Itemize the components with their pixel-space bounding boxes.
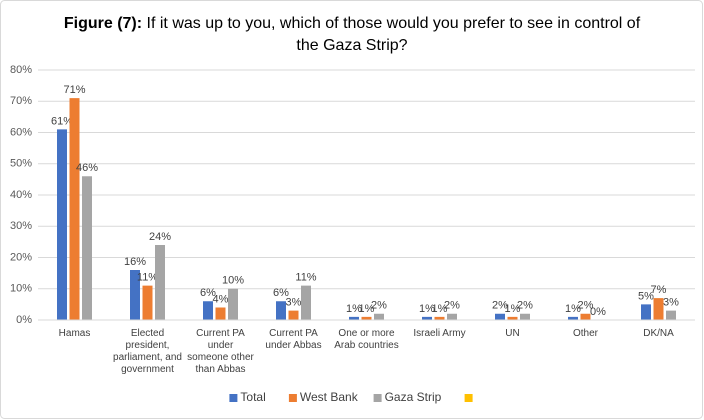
bar (203, 301, 213, 320)
bar (142, 285, 153, 320)
bar (422, 316, 432, 320)
y-tick-label: 0% (16, 314, 32, 326)
x-tick-label-box: UN (505, 328, 520, 339)
bar (520, 313, 530, 320)
x-tick-label-box: Current PA under Abbas (265, 328, 322, 351)
data-label: 1% (432, 303, 448, 315)
legend-swatch (229, 394, 238, 402)
bar (301, 285, 311, 320)
bar (374, 313, 384, 320)
y-tick-label: 60% (10, 126, 32, 138)
y-tick-label: 80% (10, 64, 32, 76)
x-tick-label: Israeli Army (413, 328, 466, 339)
x-tick-label: One or more Arab countries (334, 328, 399, 351)
bar (155, 245, 165, 320)
y-tick-label: 40% (10, 189, 32, 201)
bar (130, 270, 140, 320)
chart-title: Figure (7): If it was up to you, which o… (64, 15, 641, 32)
legend-swatch (464, 394, 473, 402)
data-label: 2% (492, 300, 508, 312)
data-label: 61% (51, 115, 73, 127)
bar (641, 304, 651, 320)
bar (57, 129, 67, 320)
bar (666, 310, 676, 320)
data-label: 2% (444, 300, 460, 312)
data-label: 71% (63, 84, 85, 96)
x-tick-label: Other (572, 328, 598, 339)
chart-title: the Gaza Strip? (296, 37, 407, 54)
bar (288, 310, 299, 320)
legend-swatch (288, 394, 297, 402)
x-tick-label: UN (505, 328, 520, 339)
data-label: 5% (638, 290, 654, 302)
data-label: 2% (517, 300, 533, 312)
x-tick-label-box: Current PA under someone other than Abba… (187, 328, 254, 375)
data-label: 4% (213, 293, 229, 305)
bar (361, 316, 372, 320)
data-label: 1% (359, 303, 375, 315)
data-label: 2% (578, 300, 594, 312)
x-tick-label-box: Israeli Army (413, 328, 466, 339)
title-part: Figure (7): (64, 15, 142, 32)
x-tick-label-box: Elected president, parliament, and gover… (113, 328, 182, 375)
data-label: 2% (371, 300, 387, 312)
y-tick-label: 50% (10, 158, 32, 170)
legend-label: Gaza Strip (385, 390, 442, 404)
legend-label: West Bank (300, 390, 359, 404)
bar (568, 316, 578, 320)
legend-label: Total (240, 390, 265, 404)
data-label: 1% (346, 303, 362, 315)
y-tick-label: 70% (10, 95, 32, 107)
y-tick-label: 10% (10, 283, 32, 295)
data-label: 11% (137, 272, 158, 284)
x-tick-label-box: Other (572, 328, 598, 339)
legend-swatch (373, 394, 382, 402)
bar (580, 313, 591, 320)
bar (653, 298, 664, 320)
data-label: 6% (200, 287, 216, 299)
data-label: 16% (124, 256, 146, 268)
data-label: 1% (505, 303, 521, 315)
data-label: 46% (76, 162, 98, 174)
bar (434, 316, 445, 320)
data-label: 7% (651, 284, 667, 296)
x-tick-label: Hamas (58, 328, 91, 339)
data-label: 1% (565, 303, 581, 315)
data-label: 1% (419, 303, 435, 315)
data-label: 3% (286, 297, 302, 309)
bar (507, 316, 518, 320)
bar (215, 307, 226, 320)
data-label: 11% (295, 272, 316, 284)
y-tick-label: 30% (10, 220, 32, 232)
data-label: 10% (222, 275, 244, 287)
x-tick-label: Current PA under Abbas (265, 328, 322, 351)
bar (495, 313, 505, 320)
bar (447, 313, 457, 320)
bar (228, 288, 238, 320)
bar (82, 176, 92, 320)
data-label: 24% (149, 231, 171, 243)
x-tick-label: Current PA under someone other than Abba… (187, 328, 254, 375)
x-tick-label-box: One or more Arab countries (334, 328, 399, 351)
x-tick-label: DK/NA (643, 328, 674, 339)
bar (349, 316, 359, 320)
data-label: 0% (590, 306, 606, 318)
data-label: 3% (663, 297, 679, 309)
x-tick-label-box: DK/NA (643, 328, 674, 339)
bar (69, 98, 80, 320)
bar (276, 301, 286, 320)
title-part: If it was up to you, which of those woul… (147, 15, 641, 32)
data-label: 6% (273, 287, 289, 299)
x-tick-label-box: Hamas (58, 328, 91, 339)
x-tick-label: Elected president, parliament, and gover… (113, 328, 182, 375)
y-tick-label: 20% (10, 251, 32, 263)
